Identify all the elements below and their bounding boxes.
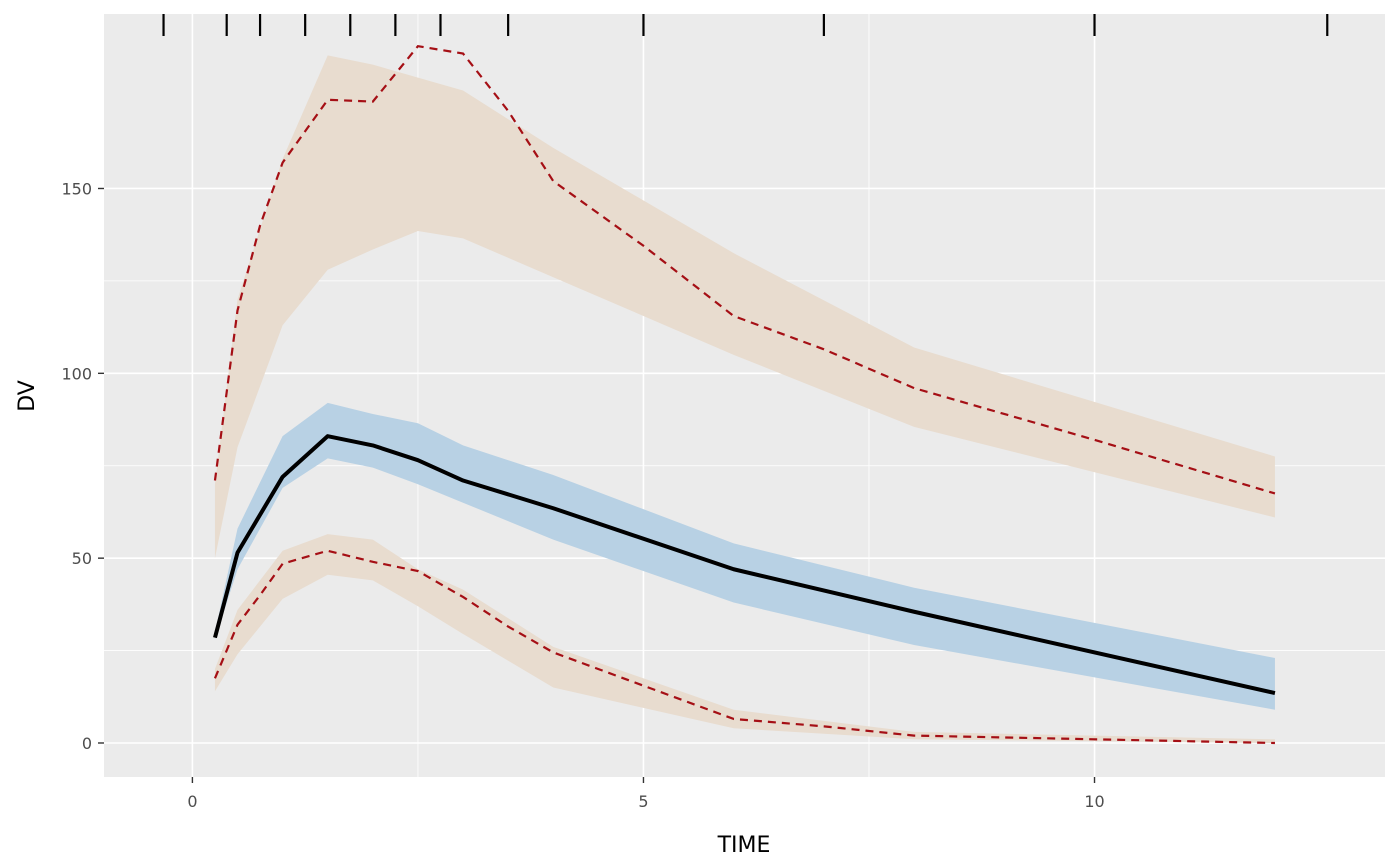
observed-median-line	[213, 434, 1276, 696]
y-tick-label: 0	[82, 734, 92, 753]
y-tick-label: 100	[61, 364, 92, 383]
lower-band-area	[214, 534, 1275, 743]
y-axis: 0 50 100 150	[61, 179, 104, 753]
y-axis-title: DV	[15, 380, 40, 412]
observed-lower-percentile-line	[213, 549, 1275, 745]
x-axis: 0 5 10	[187, 777, 1105, 811]
x-tick-label: 10	[1084, 792, 1104, 811]
x-axis-title: TIME	[717, 833, 771, 858]
x-tick-label: 5	[638, 792, 648, 811]
y-tick-label: 150	[61, 179, 92, 198]
upper-band-area	[214, 55, 1275, 559]
line-layer	[213, 44, 1276, 745]
y-tick-label: 50	[72, 549, 92, 568]
bin-tick-layer	[162, 14, 1329, 36]
observed-upper-percentile-line	[213, 44, 1276, 495]
x-tick-label: 0	[187, 792, 197, 811]
